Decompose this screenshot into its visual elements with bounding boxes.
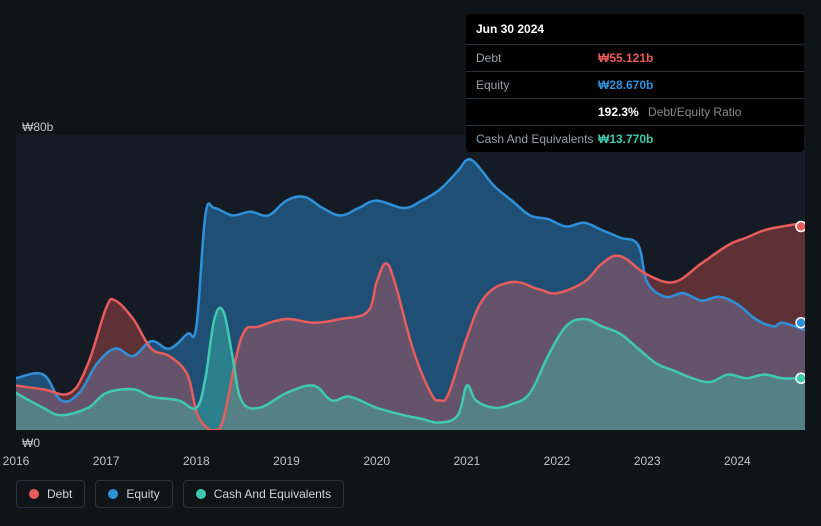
- tooltip-row: Equity₩28.670b: [466, 72, 804, 99]
- tooltip-row: Cash And Equivalents₩13.770b: [466, 126, 804, 152]
- x-axis-tick: 2019: [273, 454, 300, 468]
- tooltip-label: Equity: [476, 78, 598, 92]
- tooltip-extra: Debt/Equity Ratio: [645, 105, 742, 119]
- tooltip-label: [476, 105, 598, 119]
- legend-item-cash[interactable]: Cash And Equivalents: [183, 480, 344, 508]
- x-axis-tick: 2017: [93, 454, 120, 468]
- legend-item-equity[interactable]: Equity: [95, 480, 172, 508]
- y-axis-min-label: ₩0: [22, 436, 40, 450]
- legend-dot-icon: [29, 489, 39, 499]
- legend-item-debt[interactable]: Debt: [16, 480, 85, 508]
- legend-label: Cash And Equivalents: [214, 487, 331, 501]
- tooltip-value: ₩55.121b: [598, 51, 653, 65]
- x-axis-tick: 2022: [544, 454, 571, 468]
- tooltip-row: 192.3% Debt/Equity Ratio: [466, 99, 804, 126]
- chart-area[interactable]: ₩80b ₩0: [16, 120, 805, 450]
- legend-label: Debt: [47, 487, 72, 501]
- tooltip-label: Debt: [476, 51, 598, 65]
- legend: Debt Equity Cash And Equivalents: [16, 480, 344, 508]
- tooltip-date: Jun 30 2024: [466, 14, 804, 45]
- x-axis: 201620172018201920202021202220232024: [16, 454, 805, 474]
- x-axis-tick: 2020: [363, 454, 390, 468]
- tooltip-value: ₩13.770b: [598, 132, 653, 146]
- x-axis-tick: 2016: [3, 454, 30, 468]
- x-axis-tick: 2021: [453, 454, 480, 468]
- tooltip-row: Debt₩55.121b: [466, 45, 804, 72]
- tooltip-value: ₩28.670b: [598, 78, 653, 92]
- legend-dot-icon: [108, 489, 118, 499]
- tooltip-label: Cash And Equivalents: [476, 132, 598, 146]
- x-axis-tick: 2024: [724, 454, 751, 468]
- x-axis-tick: 2023: [634, 454, 661, 468]
- legend-dot-icon: [196, 489, 206, 499]
- legend-label: Equity: [126, 487, 159, 501]
- chart-tooltip: Jun 30 2024 Debt₩55.121bEquity₩28.670b19…: [466, 14, 804, 152]
- x-axis-tick: 2018: [183, 454, 210, 468]
- chart-svg: [16, 120, 805, 430]
- y-axis-max-label: ₩80b: [22, 120, 53, 134]
- tooltip-value: 192.3% Debt/Equity Ratio: [598, 105, 741, 119]
